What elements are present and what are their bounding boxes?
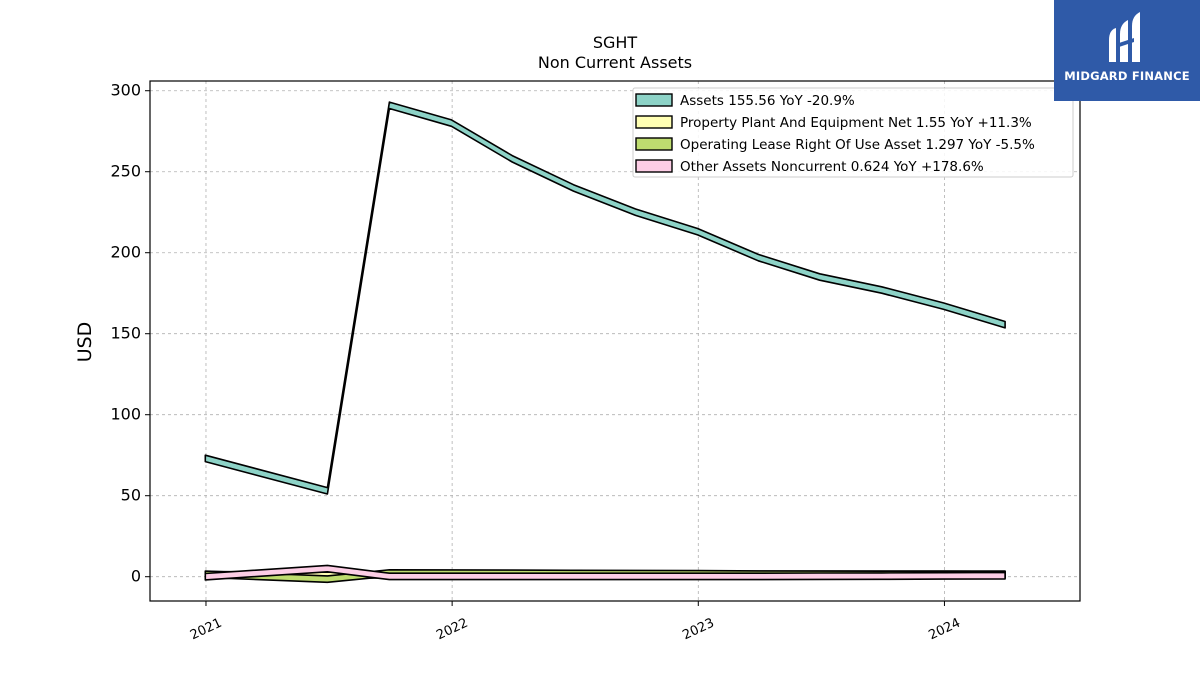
legend-swatch: [635, 93, 673, 107]
y-tick-label: 50: [121, 486, 141, 505]
y-axis-label: USD: [74, 322, 96, 363]
chart-subtitle: Non Current Assets: [538, 53, 692, 72]
chart-title: SGHT: [593, 33, 638, 52]
legend-entry: Operating Lease Right Of Use Asset 1.297…: [680, 137, 1035, 153]
y-tick-label: 250: [110, 162, 141, 181]
midgard-logo-icon: [1109, 12, 1140, 62]
x-tick-label: 2021: [188, 616, 224, 644]
x-tick-label: 2023: [680, 616, 716, 644]
plot-series: [204, 101, 1006, 584]
y-tick-label: 0: [131, 567, 141, 586]
legend-entry: Property Plant And Equipment Net 1.55 Yo…: [680, 115, 1032, 131]
legend-entry: Assets 155.56 YoY -20.9%: [680, 93, 855, 109]
series-band-assets: [204, 101, 1006, 495]
series-band-other-assets-noncurrent: [204, 564, 1006, 581]
x-tick-label: 2022: [434, 616, 470, 644]
legend-box: [632, 87, 1074, 178]
y-tick-label: 300: [110, 81, 141, 100]
legend-swatch: [635, 137, 673, 151]
legend: Assets 155.56 YoY -20.9% Property Plant A…: [632, 87, 1074, 178]
y-axis: 0 50 100 150 200 250 300: [110, 81, 150, 586]
x-tick-label: 2024: [926, 616, 962, 644]
plot-frame: [149, 80, 1081, 602]
logo-brand-text: MIDGARD FINANCE: [1064, 69, 1190, 83]
midgard-finance-logo: MIDGARD FINANCE: [1054, 0, 1200, 101]
legend-entry: Other Assets Noncurrent 0.624 YoY +178.6…: [680, 159, 984, 175]
y-tick-label: 150: [110, 324, 141, 343]
legend-swatch: [635, 159, 673, 173]
y-tick-label: 100: [110, 405, 141, 424]
legend-swatch: [635, 115, 673, 129]
y-tick-label: 200: [110, 243, 141, 262]
x-axis: 2021 2022 2023 2024: [188, 601, 963, 643]
